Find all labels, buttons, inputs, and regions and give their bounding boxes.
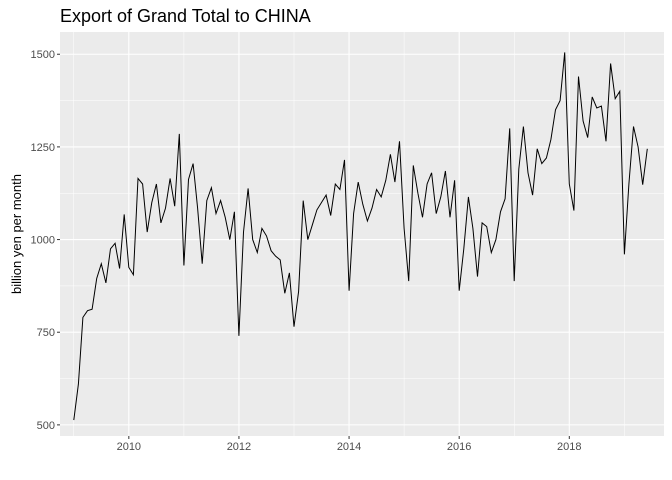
plot-panel bbox=[60, 32, 664, 436]
x-axis-ticks: 2010 2012 2014 2016 2018 bbox=[117, 436, 582, 453]
y-axis-label: billion yen per month bbox=[9, 174, 24, 294]
minor-gridlines bbox=[60, 32, 664, 436]
x-tick-label: 2010 bbox=[117, 441, 141, 453]
series-line bbox=[73, 52, 648, 421]
y-tick-label: 1000 bbox=[31, 235, 55, 247]
x-tick-label: 2012 bbox=[227, 441, 251, 453]
y-tick-label: 1250 bbox=[31, 142, 55, 154]
chart-title: Export of Grand Total to CHINA bbox=[60, 6, 311, 26]
x-tick-label: 2014 bbox=[337, 441, 361, 453]
y-tick-label: 1500 bbox=[31, 49, 55, 61]
y-tick-label: 750 bbox=[37, 327, 55, 339]
major-gridlines bbox=[60, 32, 664, 436]
x-tick-label: 2016 bbox=[447, 441, 471, 453]
y-tick-label: 500 bbox=[37, 420, 55, 432]
x-tick-label: 2018 bbox=[557, 441, 581, 453]
y-axis-ticks: 500 750 1000 1250 1500 bbox=[31, 49, 60, 432]
